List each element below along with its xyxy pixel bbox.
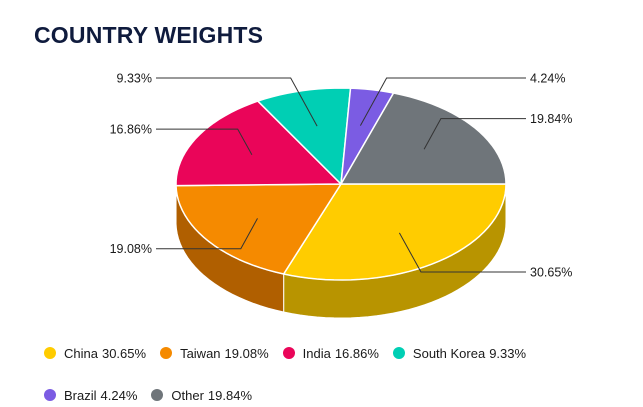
pie-tops [175,87,507,281]
legend-name: Taiwan [180,345,221,361]
pie-slice-taiwan [175,183,342,275]
legend-item-south-korea: South Korea 9.33% [392,344,527,362]
legend-swatch [44,347,56,359]
pie-slice-other [340,92,507,185]
legend-value: 19.84% [207,387,252,403]
data-label-india: 16.86% [110,123,152,137]
chart-title: COUNTRY WEIGHTS [34,22,264,48]
pie-slice-india [175,100,342,187]
legend-name: India [302,345,331,361]
legend-swatch [392,347,405,359]
legend-name: South Korea [412,345,486,361]
legend-swatch [282,347,295,359]
legend-name: Brazil [64,387,97,403]
legend-item-india: India 16.86% [282,344,379,362]
data-label-other: 19.84% [530,112,572,126]
chart-legend: China 30.65% Taiwan 19.08% India 16.86% South … [44,344,634,404]
legend-value: 19.08% [224,345,269,361]
legend-item-china: China 30.65% [44,344,146,362]
data-label-taiwan: 19.08% [110,242,152,256]
pie-slice-china [282,183,507,281]
data-label-brazil: 4.24% [530,72,565,86]
legend-swatch [160,347,173,359]
pie-slice-south-korea [257,87,352,185]
legend-swatch [151,389,164,401]
pie-leaders: 30.65% 19.08% 16.86% 9.33% 4.24% 19.84% [110,72,573,280]
legend-value: 9.33% [489,345,527,361]
legend-swatch [44,389,56,401]
leader-line-other [423,118,526,150]
leader-line-south-korea [156,77,318,127]
legend-name: Other [171,387,204,403]
legend-value: 16.86% [334,345,379,361]
legend-item-other: Other 19.84% [151,386,252,404]
legend-item-taiwan: Taiwan 19.08% [160,344,269,362]
data-label-south-korea: 9.33% [117,72,152,86]
leader-line-brazil [359,77,526,126]
leader-line-china [398,232,526,273]
leader-line-taiwan [156,218,258,250]
data-label-china: 30.65% [530,266,572,280]
legend-item-brazil: Brazil 4.24% [44,386,137,404]
legend-value: 30.65% [101,345,147,361]
legend-value: 4.24% [100,387,138,403]
legend-name: China [64,345,98,361]
leader-line-india [156,128,253,156]
